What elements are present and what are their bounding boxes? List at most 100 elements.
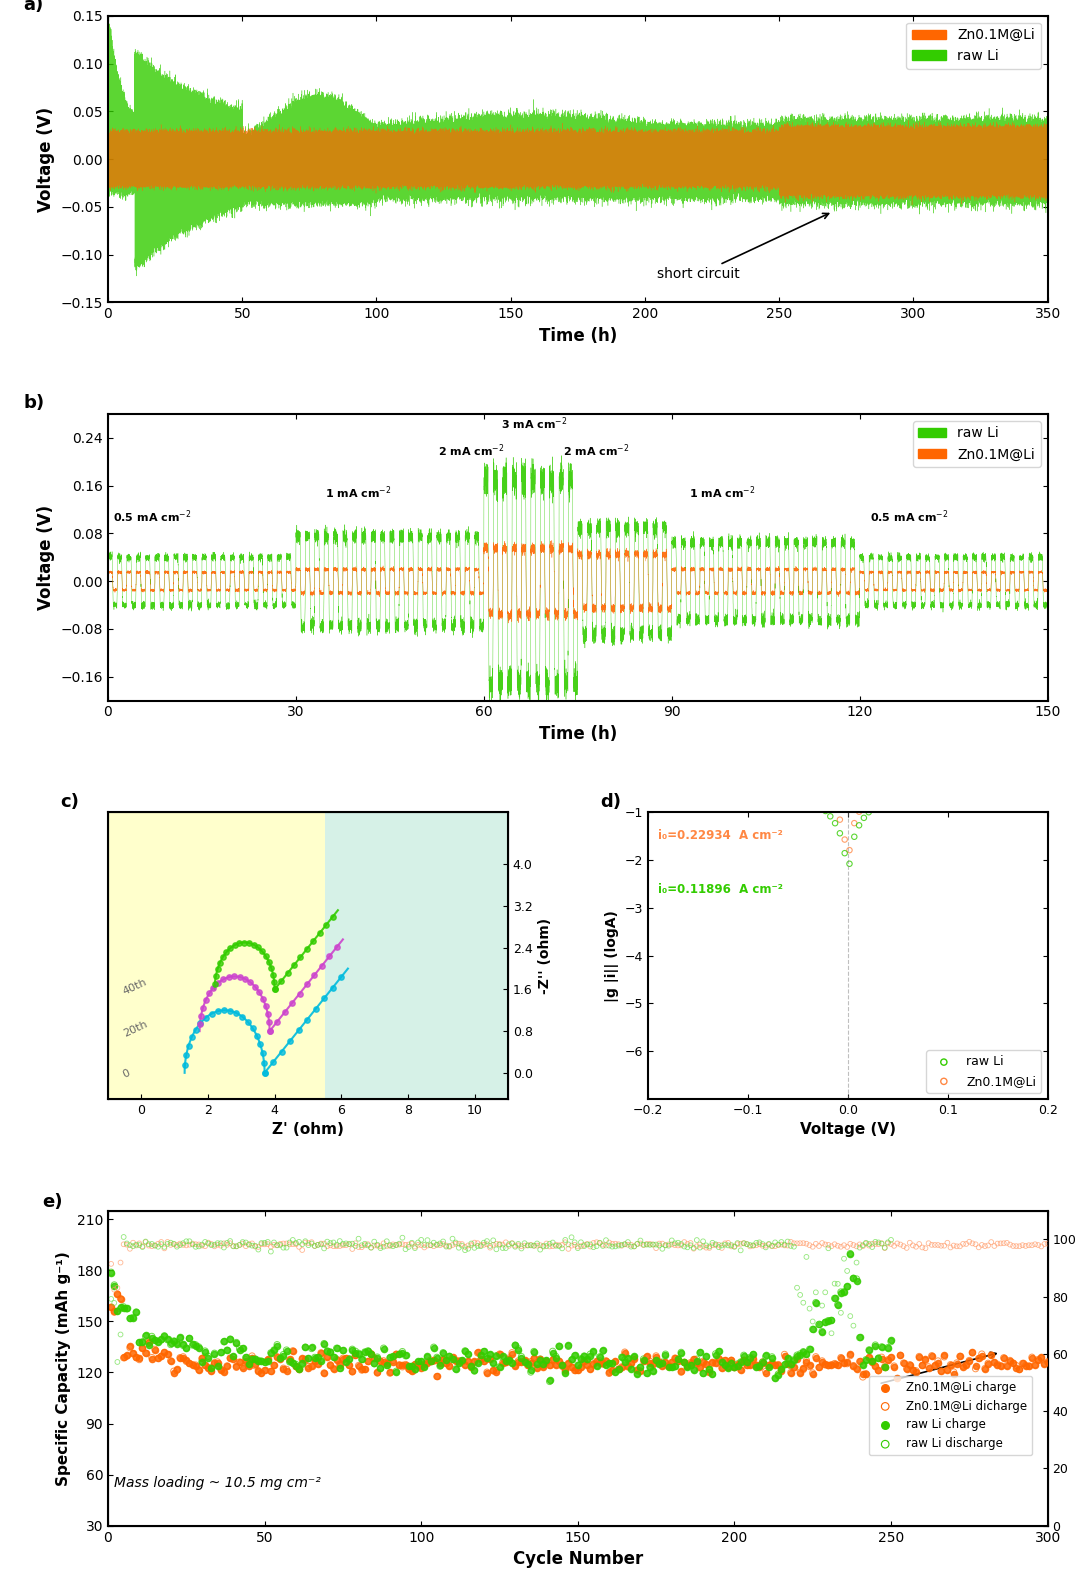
Point [372, 1356, 389, 1381]
Point [882, 1232, 900, 1257]
Point [175, 1332, 192, 1357]
Point [711, 1339, 728, 1364]
Point [764, 768, 781, 793]
Point [535, 1233, 552, 1258]
Point [582, 1233, 599, 1258]
Point [284, 1351, 301, 1376]
Point [360, 1233, 377, 1258]
Point [306, 1348, 323, 1373]
Point [544, 1233, 562, 1258]
Point [648, 1345, 665, 1370]
Point [694, 1233, 712, 1258]
Point [836, 1246, 853, 1271]
Point [899, 761, 916, 786]
Point [723, 1233, 740, 1258]
Point [970, 1346, 987, 1372]
Point [732, 1232, 750, 1257]
Point [681, 1353, 699, 1378]
Point [650, 1232, 667, 1257]
Point [462, 1233, 480, 1258]
Point [775, 1343, 793, 1369]
Point [788, 764, 806, 790]
Point [124, 1230, 141, 1255]
Point [764, 1351, 781, 1376]
Point [131, 1329, 148, 1354]
Point [140, 1331, 158, 1356]
Point [350, 1353, 367, 1378]
Point [203, 1356, 220, 1381]
Point [322, 1339, 339, 1364]
Point [328, 1335, 346, 1361]
Point [975, 741, 993, 766]
Point [732, 1357, 750, 1383]
Point [691, 1340, 708, 1365]
Point [873, 1230, 890, 1255]
Point [1001, 1232, 1018, 1257]
Point [321, 944, 338, 969]
Point [431, 1350, 448, 1375]
Point [253, 1348, 270, 1373]
Point [582, 1232, 599, 1257]
Point [406, 1353, 423, 1378]
Point [434, 1232, 451, 1257]
Point [266, 1230, 283, 1255]
Point [826, 798, 843, 823]
Point [566, 1232, 583, 1257]
Point [454, 1348, 471, 1373]
Point [350, 1353, 367, 1378]
Point [744, 1346, 761, 1372]
Point [716, 747, 733, 772]
Point [416, 1354, 433, 1380]
Point [184, 1332, 201, 1357]
Point [257, 944, 274, 969]
Point [657, 1350, 674, 1375]
Point [388, 1359, 405, 1384]
Point [131, 1230, 148, 1255]
Point [475, 1339, 492, 1364]
Point [335, 1232, 352, 1257]
Point [363, 1235, 380, 1260]
Point [319, 1233, 336, 1258]
Point [287, 1353, 305, 1378]
Point [681, 1233, 699, 1258]
Point [490, 1232, 509, 1257]
Point [1021, 1233, 1038, 1258]
Point [218, 1353, 235, 1378]
Point [307, 996, 324, 1021]
Point [566, 1343, 583, 1369]
Point [648, 1235, 665, 1260]
Point [1024, 708, 1041, 733]
Point [127, 1233, 145, 1258]
Point [688, 1350, 705, 1375]
Point [600, 1351, 618, 1376]
Point [294, 1351, 311, 1376]
Point [201, 982, 218, 1007]
Point [903, 772, 920, 798]
Point [716, 1232, 733, 1257]
Point [685, 1356, 702, 1381]
Point [159, 1342, 176, 1367]
Point [732, 1357, 750, 1383]
Point [365, 1229, 383, 1254]
Point [607, 1233, 624, 1258]
Point [391, 1232, 408, 1257]
Point [460, 1342, 477, 1367]
Point [147, 1328, 164, 1353]
Point [516, 1350, 534, 1375]
Point [528, 1351, 545, 1376]
Point [845, 1313, 862, 1339]
Point [742, 1353, 759, 1378]
Point [745, 758, 762, 783]
Point [488, 1357, 505, 1383]
Point [1004, 1350, 1022, 1375]
Point [278, 1357, 295, 1383]
Point [447, 1232, 464, 1257]
Point [653, 1350, 671, 1375]
Point [755, 763, 772, 788]
Point [284, 1339, 301, 1364]
Point [804, 1317, 822, 1342]
Point [667, 727, 685, 752]
Point [465, 1235, 483, 1260]
Point [833, 1345, 850, 1370]
Point [249, 1357, 267, 1383]
